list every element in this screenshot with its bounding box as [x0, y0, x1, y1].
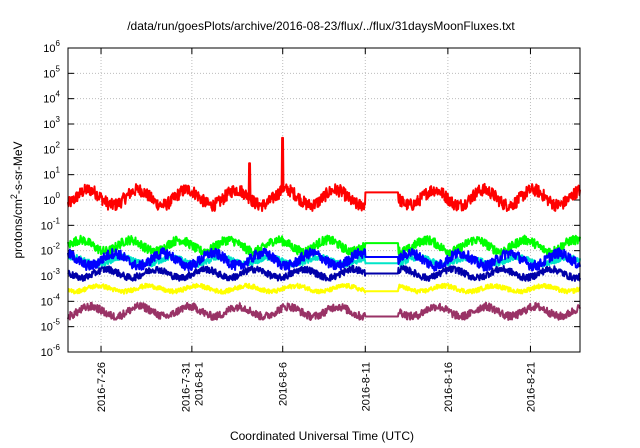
y-tick-label: 10-3	[41, 267, 61, 283]
x-tick-label: 2016-8-11	[360, 362, 372, 411]
x-tick-label: 2016-8-16	[443, 362, 455, 412]
y-tick-label: 102	[43, 140, 60, 156]
series-line	[67, 136, 581, 212]
y-tick-label: 10-2	[41, 242, 61, 258]
y-tick-label: 10-1	[41, 216, 61, 232]
y-tick-label: 106	[43, 39, 60, 55]
series-line	[67, 282, 581, 295]
chart-title: /data/run/goesPlots/archive/2016-08-23/f…	[127, 19, 515, 33]
y-tick-label: 105	[43, 64, 60, 80]
series-line	[67, 301, 581, 321]
y-tick-label: 10-5	[41, 318, 61, 334]
y-axis-label: protons/cm2-s-sr-MeV	[9, 141, 25, 258]
y-tick-label: 101	[43, 166, 60, 182]
x-axis-label: Coordinated Universal Time (UTC)	[230, 429, 414, 443]
series-line	[67, 247, 581, 272]
y-tick-label: 104	[43, 90, 60, 106]
y-tick-label: 100	[43, 191, 60, 207]
y-tick-label: 103	[43, 115, 60, 131]
x-tick-label: 2016-8-6	[278, 362, 290, 406]
x-tick-label: 2016-7-26	[96, 362, 108, 412]
x-tick-label: 2016-8-21	[525, 362, 537, 412]
x-tick-label: 2016-8-1	[193, 362, 205, 406]
series-line	[67, 234, 581, 257]
y-tick-label: 10-4	[41, 292, 61, 308]
series-line	[67, 264, 581, 282]
plot-frame	[67, 47, 581, 353]
y-tick-label: 10-6	[41, 343, 61, 359]
plot-area: 10-6 10-5 10-4 10-3 10-2 10-1 100 101 102 103 104 1…	[41, 39, 581, 412]
x-tick-label: 2016-7-31	[180, 362, 192, 412]
